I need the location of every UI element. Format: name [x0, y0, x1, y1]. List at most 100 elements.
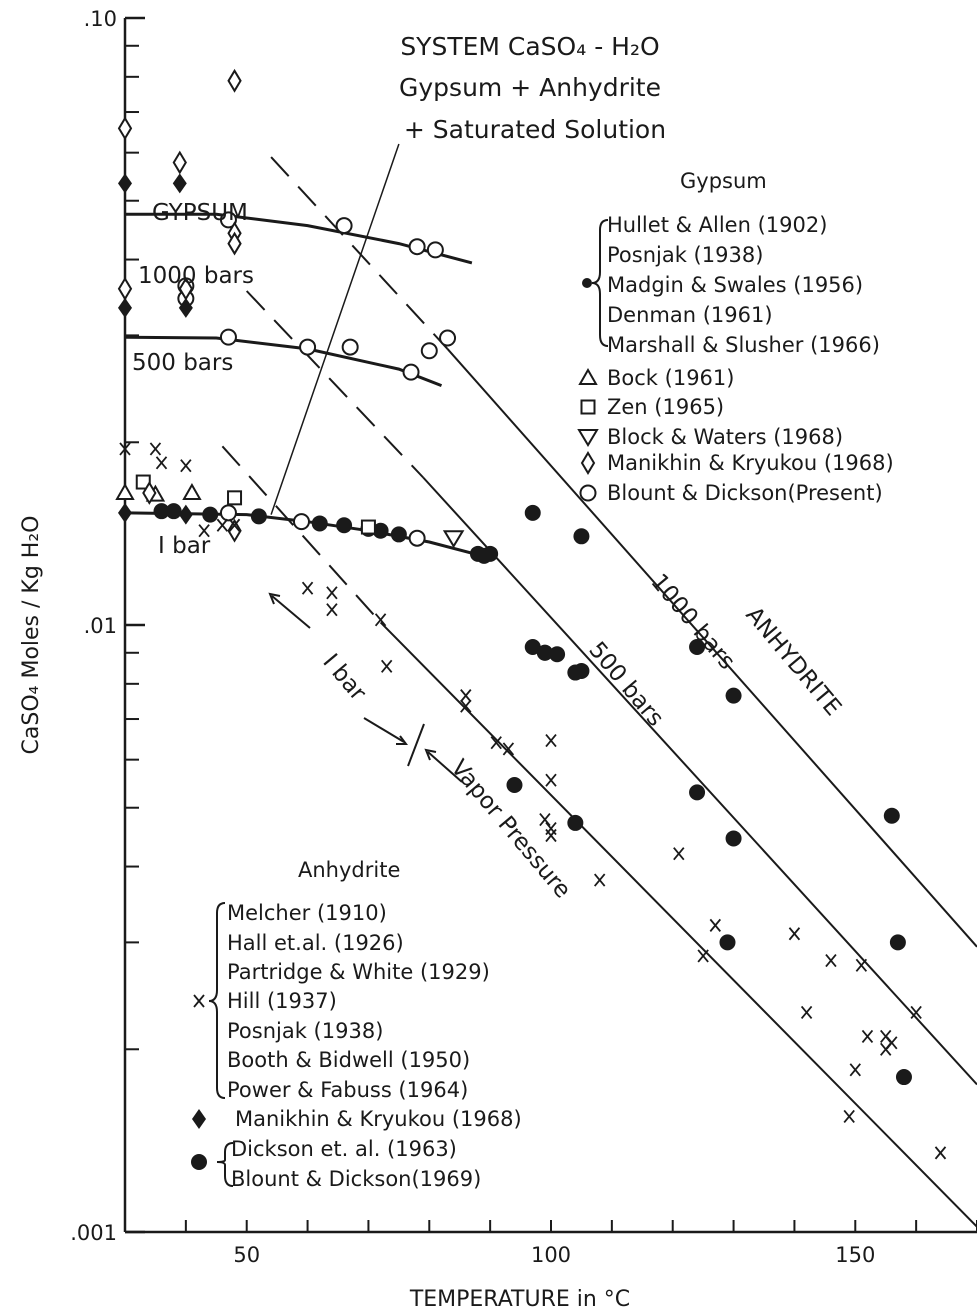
x-point — [886, 1036, 898, 1050]
x-stroke — [709, 918, 722, 932]
x-point — [198, 524, 210, 538]
filled-circle-point — [202, 506, 219, 523]
x-stroke — [502, 742, 515, 756]
legend-anhydrite-entry: Power & Fabuss (1964) — [227, 1078, 468, 1102]
axes: 50 100 150 .10 .01 .001 — [70, 7, 977, 1267]
y-tick-label: .10 — [84, 7, 117, 31]
open-circle-point — [292, 513, 310, 531]
x-stroke — [216, 518, 229, 532]
x-point — [374, 613, 387, 627]
open-circle-point — [335, 217, 353, 235]
legend-gypsum-dot-marker — [582, 278, 592, 288]
legend-anhydrite-entry: Hall et.al. (1926) — [227, 931, 404, 955]
legend-anhydrite-entry: Manikhin & Kryukou (1968) — [235, 1107, 522, 1131]
diamond-point — [227, 68, 242, 93]
x-stroke — [326, 603, 338, 617]
x-stroke — [374, 613, 387, 627]
filled-circle-point — [889, 934, 906, 951]
x-point — [673, 847, 685, 861]
data-markers — [115, 68, 947, 1160]
legend-gypsum-entry: Blount & Dickson(Present) — [607, 481, 883, 505]
filled-diamond-point — [178, 297, 193, 318]
open-circle-point — [579, 484, 597, 502]
x-point — [825, 953, 837, 968]
filled-circle-point — [336, 517, 353, 534]
x-stroke — [934, 1146, 947, 1160]
open-circle-point — [219, 504, 237, 522]
x-stroke — [545, 773, 557, 787]
triangle-down-point — [442, 530, 465, 549]
triangle-point — [115, 482, 135, 500]
legend-anhydrite-entry: Partridge & White (1929) — [227, 960, 490, 984]
label-gypsum: GYPSUM — [152, 200, 248, 226]
diamond-point — [580, 451, 596, 475]
y-tick-label: .001 — [70, 1221, 117, 1245]
x-point — [301, 581, 314, 595]
legend-anhydrite-markers — [191, 994, 207, 1170]
x-stroke — [697, 949, 709, 963]
open-circle-point — [219, 211, 237, 229]
filled-diamond-point — [118, 297, 132, 318]
curve-line — [245, 290, 424, 479]
diamond-point — [142, 481, 157, 505]
legend-gypsum-markers — [577, 367, 599, 502]
curve-line — [270, 143, 400, 515]
label-anh-500: 500 bars — [583, 637, 668, 731]
label-gypsum-500: 500 bars — [132, 350, 233, 376]
x-stroke — [460, 689, 472, 703]
curve-line — [379, 621, 977, 1228]
x-point — [119, 442, 131, 456]
x-point — [545, 773, 557, 787]
filled-diamond-point — [178, 504, 193, 525]
x-stroke — [788, 927, 801, 941]
legend-gypsum-entry: Marshall & Slusher (1966) — [607, 333, 880, 357]
legend-anhydrite-entry: Posnjak (1938) — [227, 1019, 383, 1043]
x-stroke — [380, 659, 393, 673]
x-stroke — [886, 1036, 898, 1050]
filled-circle-point — [311, 515, 328, 532]
x-stroke — [490, 736, 502, 750]
x-point — [228, 518, 241, 532]
x-point — [155, 456, 168, 470]
x-stroke — [326, 586, 338, 600]
legend-anhydrite-dot-bracket — [216, 1142, 234, 1187]
legend-gypsum-entry: Block & Waters (1968) — [607, 425, 843, 449]
x-point — [934, 1146, 947, 1160]
x-point — [849, 1063, 861, 1077]
filled-diamond-point — [118, 173, 132, 194]
filled-circle-point — [524, 638, 541, 655]
x-point — [593, 873, 606, 887]
x-point — [910, 1005, 922, 1020]
filled-circle-point — [725, 830, 742, 847]
x-point — [460, 689, 472, 703]
filled-circle-point — [573, 662, 590, 679]
filled-diamond-point — [192, 1109, 206, 1129]
label-gypsum-1000: 1000 bars — [138, 263, 254, 289]
x-stroke — [301, 581, 314, 595]
square-point — [580, 399, 596, 415]
open-circle-point — [408, 529, 426, 547]
diamond-point — [117, 276, 133, 301]
x-stroke — [855, 958, 868, 972]
filled-circle-point — [573, 528, 590, 545]
label-anhydrite: ANHYDRITE — [740, 602, 846, 721]
x-stroke — [545, 734, 557, 748]
triangle-point — [182, 482, 202, 500]
filled-circle-point — [524, 504, 541, 521]
x-point — [326, 586, 338, 600]
square-point — [360, 519, 376, 535]
legend-anhydrite-entry: Melcher (1910) — [227, 901, 387, 925]
open-circle-point — [219, 328, 237, 346]
diamond-point — [227, 231, 242, 256]
chart-subtitle-2: + Saturated Solution — [404, 115, 666, 144]
x-point — [843, 1109, 855, 1124]
x-point — [855, 958, 868, 972]
open-circle-point — [420, 342, 438, 360]
x-point — [545, 734, 557, 748]
x-stroke — [193, 994, 205, 1008]
open-circle-point — [299, 338, 317, 356]
x-axis-label: TEMPERATURE in °C — [409, 1287, 630, 1312]
x-stroke — [119, 442, 131, 456]
x-point — [545, 821, 557, 836]
